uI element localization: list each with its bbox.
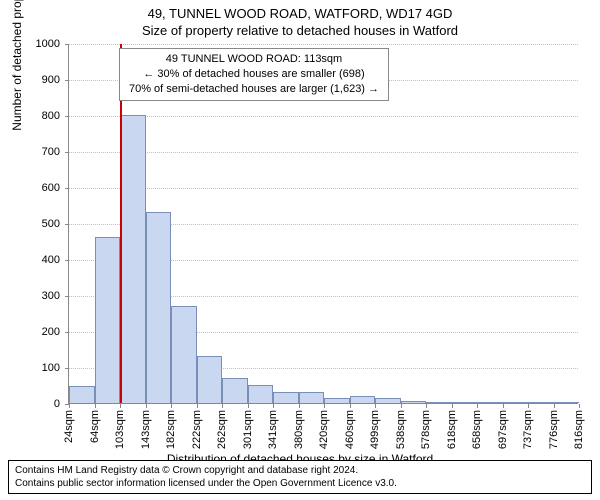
- ytick-mark: [65, 152, 69, 153]
- histogram-bar: [528, 402, 554, 403]
- attribution-box: Contains HM Land Registry data © Crown c…: [8, 460, 592, 494]
- histogram-bar: [477, 402, 503, 403]
- ytick-label: 1000: [20, 38, 60, 50]
- histogram-bar: [69, 386, 95, 403]
- xtick-mark: [146, 404, 147, 408]
- xtick-label: 420sqm: [318, 410, 330, 449]
- ytick-mark: [65, 116, 69, 117]
- xtick-label: 697sqm: [497, 410, 509, 449]
- histogram-bar: [324, 398, 350, 403]
- info-line-1: 49 TUNNEL WOOD ROAD: 113sqm: [126, 52, 382, 67]
- xtick-label: 301sqm: [242, 410, 254, 449]
- info-box: 49 TUNNEL WOOD ROAD: 113sqm ← 30% of det…: [119, 48, 389, 101]
- histogram-bar: [222, 378, 248, 403]
- plot-area: 49 TUNNEL WOOD ROAD: 113sqm ← 30% of det…: [68, 44, 578, 404]
- xtick-mark: [503, 404, 504, 408]
- histogram-bar: [120, 115, 146, 403]
- xtick-mark: [120, 404, 121, 408]
- ytick-label: 300: [20, 290, 60, 302]
- ytick-mark: [65, 80, 69, 81]
- xtick-label: 262sqm: [216, 410, 228, 449]
- histogram-bar: [452, 402, 478, 403]
- xtick-mark: [452, 404, 453, 408]
- xtick-label: 380sqm: [293, 410, 305, 449]
- info-line-3: 70% of semi-detached houses are larger (…: [126, 82, 382, 97]
- xtick-label: 182sqm: [165, 410, 177, 449]
- xtick-label: 776sqm: [548, 410, 560, 449]
- histogram-bar: [146, 212, 172, 403]
- histogram-bar: [426, 402, 452, 403]
- xtick-mark: [222, 404, 223, 408]
- xtick-mark: [426, 404, 427, 408]
- xtick-label: 341sqm: [267, 410, 279, 449]
- xtick-mark: [375, 404, 376, 408]
- ytick-label: 600: [20, 182, 60, 194]
- xtick-label: 103sqm: [114, 410, 126, 449]
- xtick-mark: [554, 404, 555, 408]
- xtick-mark: [477, 404, 478, 408]
- histogram-bar: [273, 392, 299, 403]
- histogram-bar: [197, 356, 223, 403]
- page-title-line2: Size of property relative to detached ho…: [0, 21, 600, 38]
- ytick-label: 200: [20, 326, 60, 338]
- xtick-label: 499sqm: [369, 410, 381, 449]
- ytick-mark: [65, 368, 69, 369]
- xtick-label: 24sqm: [63, 410, 75, 443]
- xtick-mark: [171, 404, 172, 408]
- page-title-line1: 49, TUNNEL WOOD ROAD, WATFORD, WD17 4GD: [0, 0, 600, 21]
- xtick-mark: [324, 404, 325, 408]
- xtick-label: 538sqm: [395, 410, 407, 449]
- histogram-bar: [401, 401, 427, 403]
- ytick-mark: [65, 224, 69, 225]
- ytick-label: 700: [20, 146, 60, 158]
- ytick-label: 900: [20, 74, 60, 86]
- ytick-mark: [65, 332, 69, 333]
- xtick-label: 222sqm: [191, 410, 203, 449]
- histogram-bar: [95, 237, 121, 403]
- xtick-mark: [248, 404, 249, 408]
- histogram-bar: [503, 402, 529, 403]
- xtick-mark: [401, 404, 402, 408]
- ytick-mark: [65, 188, 69, 189]
- ytick-mark: [65, 260, 69, 261]
- xtick-mark: [95, 404, 96, 408]
- xtick-label: 658sqm: [471, 410, 483, 449]
- xtick-mark: [350, 404, 351, 408]
- xtick-mark: [69, 404, 70, 408]
- xtick-label: 618sqm: [446, 410, 458, 449]
- histogram-bar: [248, 385, 274, 403]
- xtick-label: 737sqm: [522, 410, 534, 449]
- xtick-label: 578sqm: [420, 410, 432, 449]
- chart-area: 01002003004005006007008009001000 49 TUNN…: [68, 44, 578, 404]
- xtick-label: 460sqm: [344, 410, 356, 449]
- histogram-bar: [350, 396, 376, 403]
- xtick-label: 64sqm: [89, 410, 101, 443]
- ytick-label: 800: [20, 110, 60, 122]
- attribution-line-1: Contains HM Land Registry data © Crown c…: [15, 464, 585, 477]
- ytick-mark: [65, 296, 69, 297]
- xtick-label: 143sqm: [140, 410, 152, 449]
- histogram-bar: [171, 306, 197, 403]
- gridline: [69, 44, 578, 45]
- xtick-mark: [299, 404, 300, 408]
- xtick-mark: [528, 404, 529, 408]
- ytick-mark: [65, 44, 69, 45]
- ytick-label: 100: [20, 362, 60, 374]
- histogram-bar: [375, 398, 401, 403]
- info-line-2: ← 30% of detached houses are smaller (69…: [126, 67, 382, 82]
- xtick-label: 816sqm: [573, 410, 585, 449]
- histogram-bar: [299, 392, 325, 403]
- xtick-mark: [197, 404, 198, 408]
- xtick-mark: [579, 404, 580, 408]
- xtick-mark: [273, 404, 274, 408]
- ytick-label: 500: [20, 218, 60, 230]
- ytick-label: 400: [20, 254, 60, 266]
- attribution-line-2: Contains public sector information licen…: [15, 477, 585, 490]
- ytick-label: 0: [20, 398, 60, 410]
- histogram-bar: [554, 402, 580, 403]
